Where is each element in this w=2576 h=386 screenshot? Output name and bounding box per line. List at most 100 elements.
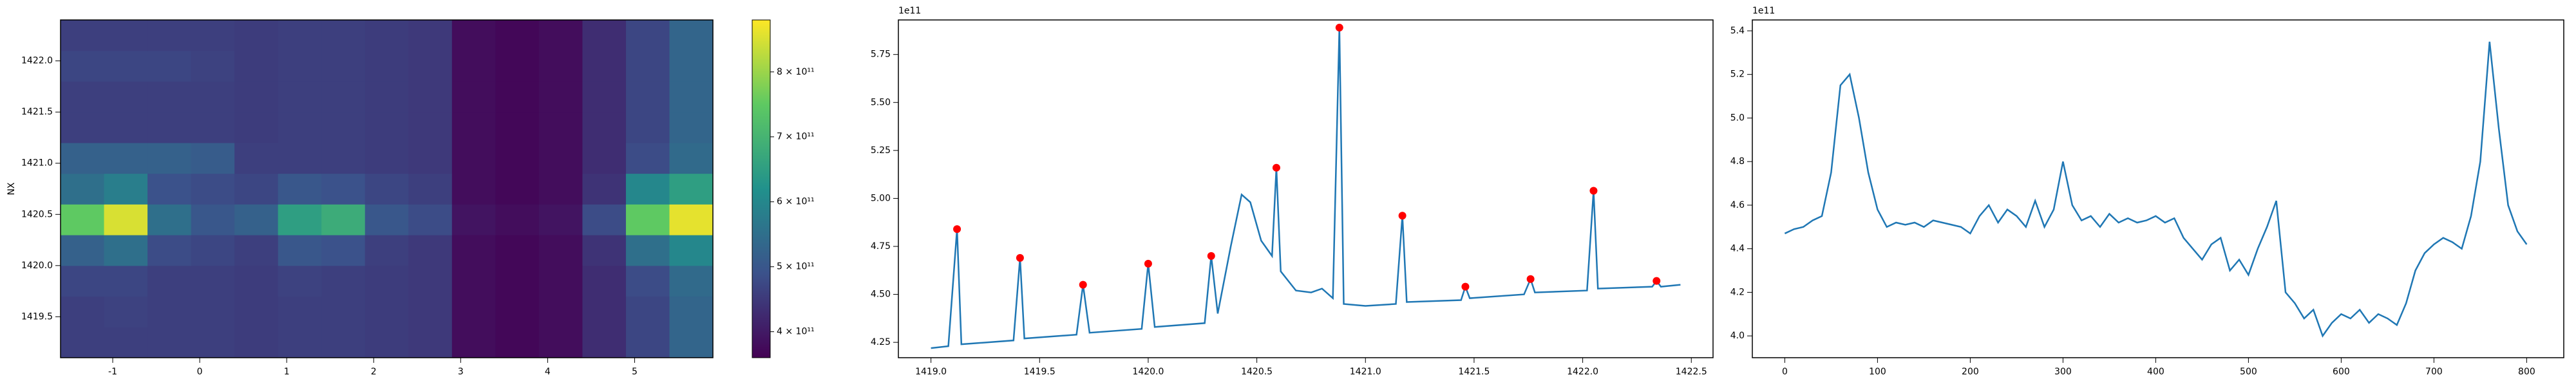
peak-marker (1398, 212, 1406, 220)
heatmap-cell (321, 235, 366, 266)
heatmap-cell (61, 296, 105, 327)
line (931, 27, 1681, 349)
heatmap-cell (495, 20, 540, 51)
x-tick-label: 5 (632, 367, 638, 377)
y-offset-label: 1e11 (1752, 6, 1775, 16)
heatmap-cell (147, 235, 192, 266)
heatmap-cell (278, 50, 322, 82)
heatmap-cell (104, 20, 148, 51)
peak-marker (1653, 277, 1661, 285)
x-tick-label: 1421.0 (1350, 367, 1381, 377)
heatmap-cell (191, 327, 235, 358)
heatmap-cell (191, 204, 235, 235)
heatmap-cell (451, 112, 496, 143)
heatmap-cell (451, 296, 496, 327)
heatmap-cell (147, 50, 192, 82)
peak-marker (953, 225, 961, 234)
heatmap-cell (104, 142, 148, 174)
heatmap-cell (321, 142, 366, 174)
x-tick-label: 700 (2425, 367, 2443, 377)
heatmap-cell (538, 112, 583, 143)
heatmap-cell (408, 81, 453, 113)
heatmap-cell (625, 81, 670, 113)
y-tick-label: 1420.0 (21, 261, 53, 271)
heatmap-cell (191, 81, 235, 113)
x-tick-label: 800 (2518, 367, 2535, 377)
heatmap-cell (61, 265, 105, 297)
y-tick-label: 4.25 (871, 337, 891, 347)
heatmap-cell (321, 112, 366, 143)
heatmap-cell (104, 50, 148, 82)
heatmap-cell (451, 81, 496, 113)
heatmap-cell (669, 81, 714, 113)
heatmap-cell (234, 296, 279, 327)
heatmap-cell (365, 20, 409, 51)
heatmap-cell (625, 204, 670, 235)
heatmap-cell (278, 296, 322, 327)
heatmap-cell (451, 265, 496, 297)
x-tick-label: 0 (1782, 367, 1788, 377)
y-tick-label: 5.50 (871, 97, 891, 107)
heatmap-cell (147, 112, 192, 143)
heatmap-cell (538, 204, 583, 235)
heatmap-cell (451, 142, 496, 174)
heatmap-cell (495, 50, 540, 82)
peak-marker (1461, 282, 1470, 291)
heatmap-cell (365, 265, 409, 297)
x-tick-label: 200 (1962, 367, 1979, 377)
colorbar-tick-label: 6 × 10¹¹ (777, 197, 815, 207)
heatmap-cell (582, 235, 627, 266)
y-offset-label: 1e11 (898, 6, 921, 16)
heatmap-cell (625, 112, 670, 143)
heatmap-cell (365, 112, 409, 143)
heatmap-cell (669, 296, 714, 327)
heatmap-cell (104, 173, 148, 205)
heatmap-cell (321, 204, 366, 235)
heatmap-cell (191, 265, 235, 297)
heatmap-cell (451, 173, 496, 205)
heatmap-cell (408, 142, 453, 174)
x-tick-label: 0 (197, 367, 203, 377)
heatmap-cell (234, 327, 279, 358)
line (1784, 41, 2528, 338)
heatmap-cell (625, 20, 670, 51)
heatmap-cell (104, 112, 148, 143)
heatmap-cell (582, 20, 627, 51)
heatmap-cell (321, 20, 366, 51)
peak-marker (1589, 187, 1598, 195)
heatmap-cell (669, 142, 714, 174)
y-tick-label: 5.0 (1730, 113, 1745, 123)
heatmap-cell (451, 204, 496, 235)
heatmap-cell (278, 112, 322, 143)
heatmap-cell (191, 235, 235, 266)
heatmap-cell (495, 327, 540, 358)
heatmap-cell (365, 173, 409, 205)
heatmap-cell (61, 81, 105, 113)
heatmap-cell (278, 81, 322, 113)
heatmap-cell (451, 20, 496, 51)
heatmap-cell (278, 327, 322, 358)
y-tick-label: 1421.5 (21, 107, 53, 117)
heatmap-cell (61, 142, 105, 174)
heatmap-cell (278, 142, 322, 174)
heatmap-cell (104, 204, 148, 235)
peak-marker (1272, 163, 1280, 172)
heatmap-cell (104, 327, 148, 358)
heatmap-cell (365, 235, 409, 266)
heatmap-cell (234, 204, 279, 235)
heatmap-cell (278, 173, 322, 205)
heatmap-cell (408, 204, 453, 235)
heatmap-cell (191, 173, 235, 205)
heatmap-cell (625, 50, 670, 82)
heatmap-cell (104, 81, 148, 113)
heatmap-cell (408, 112, 453, 143)
y-tick-label: 1422.0 (21, 56, 53, 66)
heatmap-cell (61, 20, 105, 51)
peak-marker (1335, 23, 1343, 32)
y-tick-label: 5.75 (871, 50, 891, 60)
heatmap-cell (408, 173, 453, 205)
heatmap-cell (147, 81, 192, 113)
heatmap-cell (495, 112, 540, 143)
heatmap-cell (538, 20, 583, 51)
heatmap-cell (451, 50, 496, 82)
